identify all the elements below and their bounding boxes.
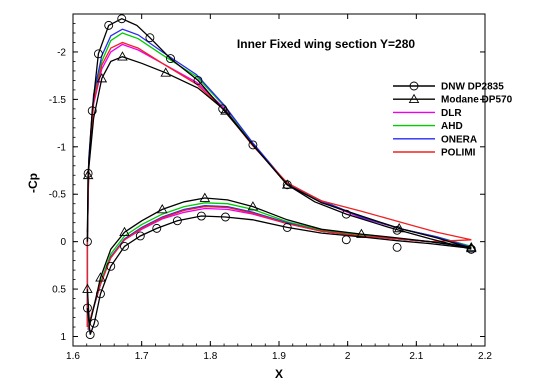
data-point <box>120 241 129 251</box>
data-point <box>392 225 402 235</box>
legend-marker <box>408 93 420 104</box>
series-polimi <box>86 41 472 330</box>
data-point <box>393 222 405 233</box>
legend-entry: DLR <box>393 108 462 119</box>
legend-marker <box>409 81 419 91</box>
legend-label: AHD <box>441 121 463 132</box>
legend-entry: POLIMI <box>393 148 476 159</box>
x-tick-label: 2.1 <box>409 351 423 362</box>
x-tick-label: 1.6 <box>66 351 80 362</box>
data-point <box>160 67 171 77</box>
data-point <box>193 75 203 85</box>
data-point <box>199 192 211 202</box>
data-point <box>83 168 93 178</box>
series-dnw-dp2835 <box>82 14 476 340</box>
data-point <box>281 179 293 189</box>
data-point <box>248 140 258 150</box>
series-line-lower <box>86 197 472 326</box>
data-point <box>156 203 168 214</box>
chart-title: Inner Fixed wing section Y=280 <box>237 37 415 51</box>
series-line-upper <box>86 41 472 327</box>
data-point <box>82 303 92 313</box>
legend: DNW DP2835 Modane DP570 DLR AHD ONERA POLIMI <box>393 82 513 159</box>
data-point <box>82 283 93 293</box>
data-point <box>466 244 476 254</box>
y-tick-label: -1 <box>57 142 66 153</box>
legend-entry: ONERA <box>393 134 477 145</box>
x-tick-label: 2.2 <box>478 351 492 362</box>
data-point <box>87 106 97 116</box>
series-line-upper <box>86 17 472 250</box>
data-point <box>104 20 114 30</box>
series-modane-dp570 <box>82 51 477 326</box>
legend-entry: AHD <box>393 121 463 132</box>
x-tick-label: 1.8 <box>203 351 217 362</box>
data-point <box>392 242 402 252</box>
data-point <box>96 289 105 299</box>
data-point <box>119 226 130 236</box>
data-point <box>166 54 175 64</box>
data-point <box>282 180 292 190</box>
data-point <box>89 318 99 328</box>
data-point <box>106 261 116 271</box>
data-point <box>145 33 155 43</box>
data-point <box>218 104 228 114</box>
x-axis-label: X <box>275 367 283 381</box>
data-point <box>172 216 182 226</box>
series-line-lower <box>86 215 472 335</box>
data-point <box>117 51 128 61</box>
y-tick-label: 0 <box>60 237 66 248</box>
legend-label: Modane DP570 <box>441 95 513 106</box>
y-tick-label: 0.5 <box>52 285 66 296</box>
series-line-lower <box>87 205 472 330</box>
data-point <box>96 73 108 83</box>
x-tick-label: 1.9 <box>272 351 286 362</box>
legend-label: DNW DP2835 <box>441 82 504 93</box>
data-point <box>152 223 162 233</box>
x-tick-label: 2 <box>345 351 351 362</box>
data-point <box>465 241 477 252</box>
data-point <box>82 237 92 247</box>
y-tick-label: -2 <box>57 47 66 58</box>
series-layer <box>82 14 477 340</box>
legend-label: ONERA <box>441 134 477 145</box>
legend-label: POLIMI <box>441 148 476 159</box>
data-point <box>95 272 106 282</box>
data-point <box>341 235 351 245</box>
data-point <box>135 231 145 241</box>
legend-label: DLR <box>441 108 462 119</box>
data-point <box>341 209 351 219</box>
x-tick-label: 1.7 <box>135 351 149 362</box>
y-tick-label: 1 <box>60 332 66 343</box>
data-point <box>247 201 259 211</box>
data-point <box>85 330 95 340</box>
data-point <box>196 211 206 221</box>
axes-layer: 1.6 1.7 1.8 1.9 2 2.1 2.2 -2 -1.5 -1 -0.5 0 0.5 1 <box>49 13 492 362</box>
legend-entry: DNW DP2835 <box>393 82 504 93</box>
data-point <box>282 222 292 232</box>
data-point <box>93 49 103 59</box>
y-tick-label: -1.5 <box>49 95 67 106</box>
data-point <box>117 14 127 24</box>
y-axis-label: -Cp <box>26 173 40 193</box>
data-point <box>220 212 230 222</box>
y-tick-label: -0.5 <box>49 190 67 201</box>
legend-entry: Modane DP570 <box>393 93 513 106</box>
series-line-upper <box>86 56 472 249</box>
